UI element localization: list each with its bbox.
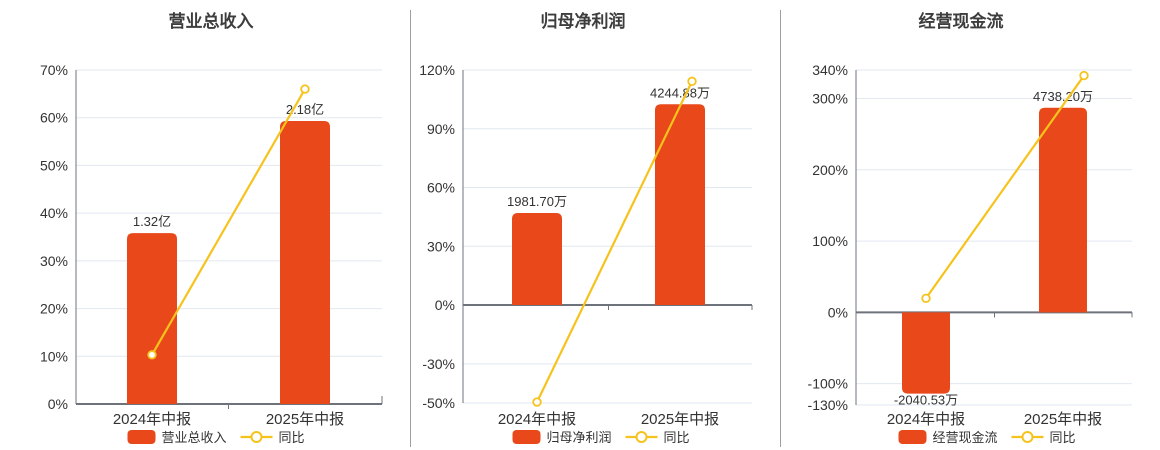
x-category-label: 2025年中报	[1024, 411, 1102, 428]
legend-line-marker[interactable]	[250, 431, 263, 443]
y-tick-label: 40%	[40, 205, 68, 221]
yoy-marker[interactable]	[921, 293, 931, 303]
chart-title: 营业总收入	[169, 11, 254, 31]
y-tick-label: -50%	[422, 395, 455, 411]
legend-bar-swatch[interactable]	[512, 430, 541, 444]
bar[interactable]	[655, 104, 705, 306]
x-category-label: 2024年中报	[887, 411, 965, 428]
legend-label[interactable]: 同比	[1049, 430, 1075, 445]
y-tick-label: 60%	[427, 180, 455, 196]
y-tick-label: 0%	[48, 396, 68, 412]
bar[interactable]	[512, 212, 562, 306]
yoy-marker[interactable]	[1079, 70, 1089, 81]
y-tick-label: 60%	[40, 110, 68, 126]
yoy-marker[interactable]	[687, 76, 697, 87]
bar-value-label: 4738.20万	[1033, 89, 1093, 104]
y-tick-label: 70%	[40, 62, 68, 78]
legend-label[interactable]: 同比	[278, 430, 304, 445]
legend-label[interactable]: 同比	[663, 430, 689, 445]
x-category-label: 2025年中报	[641, 411, 719, 428]
bar-value-label: 2.18亿	[286, 102, 324, 117]
y-tick-label: 50%	[40, 157, 68, 173]
y-tick-label: 100%	[812, 233, 848, 249]
bar[interactable]	[902, 312, 950, 394]
legend-label[interactable]: 归母净利润	[546, 430, 611, 445]
y-tick-label: 10%	[40, 348, 68, 364]
x-category-label: 2025年中报	[266, 411, 344, 428]
legend-line-marker[interactable]	[635, 431, 648, 443]
bar-value-label: 4244.88万	[650, 85, 710, 100]
bar[interactable]	[127, 233, 177, 404]
y-tick-label: 0%	[435, 297, 455, 313]
y-tick-label: 0%	[828, 304, 848, 320]
legend-label[interactable]: 营业总收入	[161, 430, 226, 445]
yoy-line[interactable]	[150, 87, 307, 356]
y-tick-label: -100%	[808, 376, 848, 392]
yoy-marker[interactable]	[147, 350, 157, 360]
y-tick-label: 20%	[40, 301, 68, 317]
legend-label[interactable]: 经营现金流	[932, 430, 997, 445]
legend-line-marker[interactable]	[1021, 431, 1034, 443]
x-category-label: 2024年中报	[498, 411, 576, 428]
yoy-marker[interactable]	[300, 84, 310, 94]
legend-bar-swatch[interactable]	[127, 430, 156, 444]
y-tick-label: 200%	[812, 162, 848, 178]
yoy-line[interactable]	[535, 80, 694, 404]
bar-value-label: 1.32亿	[133, 214, 171, 229]
legend-bar-swatch[interactable]	[898, 430, 927, 444]
y-tick-label: 30%	[427, 238, 455, 254]
y-tick-label: 340%	[812, 62, 848, 78]
y-tick-label: 120%	[419, 62, 455, 78]
bar-value-label: -2040.53万	[894, 393, 958, 408]
chart-title: 经营现金流	[919, 11, 1004, 31]
bar-value-label: 1981.70万	[507, 194, 567, 209]
y-tick-label: 300%	[812, 91, 848, 107]
yoy-line[interactable]	[924, 74, 1086, 300]
y-tick-label: 30%	[40, 253, 68, 269]
x-category-label: 2024年中报	[113, 411, 191, 428]
chart-title: 归母净利润	[541, 11, 626, 31]
bar[interactable]	[280, 121, 330, 404]
y-tick-label: -30%	[422, 356, 455, 372]
y-tick-label: -130%	[808, 397, 848, 413]
y-tick-label: 90%	[427, 121, 455, 137]
yoy-marker[interactable]	[532, 397, 542, 407]
bar[interactable]	[1039, 107, 1087, 313]
